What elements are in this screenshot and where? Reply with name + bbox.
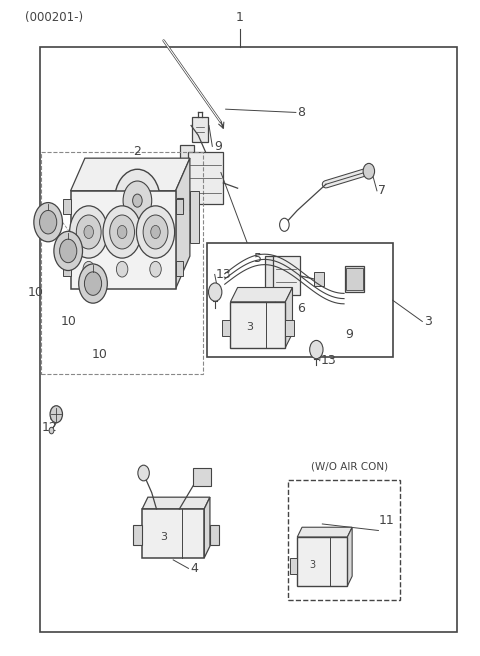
Text: 3: 3 bbox=[160, 533, 168, 543]
Circle shape bbox=[310, 340, 323, 359]
Bar bbox=[347, 268, 363, 290]
Text: 9: 9 bbox=[214, 140, 222, 153]
Bar bbox=[297, 537, 348, 586]
Circle shape bbox=[208, 283, 222, 301]
Polygon shape bbox=[71, 158, 190, 191]
Bar bbox=[345, 266, 364, 292]
Bar bbox=[132, 525, 142, 545]
Text: 10: 10 bbox=[91, 348, 107, 361]
Circle shape bbox=[117, 226, 127, 239]
Circle shape bbox=[50, 405, 62, 422]
Text: 5: 5 bbox=[254, 252, 262, 264]
Polygon shape bbox=[230, 287, 292, 302]
Bar bbox=[210, 525, 219, 545]
Text: 13: 13 bbox=[216, 268, 232, 281]
Bar bbox=[265, 256, 276, 305]
Text: 13: 13 bbox=[321, 354, 337, 367]
Text: 4: 4 bbox=[190, 562, 198, 575]
Bar bbox=[40, 152, 203, 374]
Text: 8: 8 bbox=[297, 106, 305, 119]
Circle shape bbox=[84, 272, 102, 295]
Circle shape bbox=[79, 264, 108, 303]
Text: (W/O AIR CON): (W/O AIR CON) bbox=[311, 462, 388, 472]
Circle shape bbox=[280, 218, 289, 232]
Bar bbox=[230, 302, 285, 348]
Bar bbox=[188, 152, 223, 204]
Circle shape bbox=[143, 215, 168, 249]
Circle shape bbox=[116, 261, 128, 277]
Polygon shape bbox=[176, 158, 190, 289]
Bar bbox=[71, 191, 176, 289]
Circle shape bbox=[103, 206, 141, 258]
Bar bbox=[176, 199, 183, 214]
Circle shape bbox=[70, 206, 108, 258]
Bar bbox=[180, 145, 194, 211]
Bar bbox=[176, 261, 183, 276]
Text: 3: 3 bbox=[309, 560, 315, 571]
Bar bbox=[190, 191, 199, 243]
Polygon shape bbox=[142, 497, 210, 509]
Circle shape bbox=[84, 226, 94, 239]
Bar bbox=[289, 558, 297, 574]
Circle shape bbox=[60, 239, 77, 262]
Circle shape bbox=[49, 427, 54, 434]
Circle shape bbox=[54, 232, 83, 270]
Text: 10: 10 bbox=[60, 315, 76, 328]
Bar bbox=[108, 180, 116, 222]
Bar bbox=[63, 199, 71, 214]
Bar bbox=[177, 198, 183, 210]
Circle shape bbox=[136, 206, 175, 258]
Polygon shape bbox=[285, 287, 292, 348]
Circle shape bbox=[34, 203, 62, 242]
Circle shape bbox=[150, 261, 161, 277]
Text: 3: 3 bbox=[424, 315, 432, 328]
Bar bbox=[314, 272, 324, 285]
Text: (000201-): (000201-) bbox=[25, 11, 84, 24]
Circle shape bbox=[115, 169, 160, 232]
Circle shape bbox=[83, 261, 95, 277]
Circle shape bbox=[138, 465, 149, 481]
Text: 2: 2 bbox=[133, 145, 141, 158]
Circle shape bbox=[110, 215, 134, 249]
Text: 3: 3 bbox=[246, 322, 253, 332]
Bar bbox=[285, 319, 294, 336]
Text: 6: 6 bbox=[297, 302, 305, 315]
Bar bbox=[222, 319, 230, 336]
Text: 9: 9 bbox=[345, 328, 353, 341]
Circle shape bbox=[151, 226, 160, 239]
Bar bbox=[192, 117, 207, 142]
Text: 7: 7 bbox=[378, 184, 386, 197]
Bar bbox=[193, 468, 211, 486]
Polygon shape bbox=[348, 527, 352, 586]
Text: 11: 11 bbox=[378, 514, 394, 527]
Bar bbox=[39, 47, 457, 632]
Circle shape bbox=[76, 215, 101, 249]
Bar bbox=[63, 261, 71, 276]
Circle shape bbox=[39, 211, 57, 234]
Circle shape bbox=[123, 181, 152, 220]
Bar bbox=[288, 480, 400, 600]
Text: 12: 12 bbox=[42, 420, 58, 434]
Text: 10: 10 bbox=[28, 285, 44, 298]
Text: 1: 1 bbox=[236, 11, 244, 24]
Polygon shape bbox=[204, 497, 210, 558]
Circle shape bbox=[363, 163, 374, 179]
Bar bbox=[206, 243, 393, 358]
Polygon shape bbox=[297, 527, 352, 537]
Bar bbox=[274, 256, 300, 295]
Bar bbox=[142, 509, 204, 558]
Circle shape bbox=[132, 194, 142, 207]
